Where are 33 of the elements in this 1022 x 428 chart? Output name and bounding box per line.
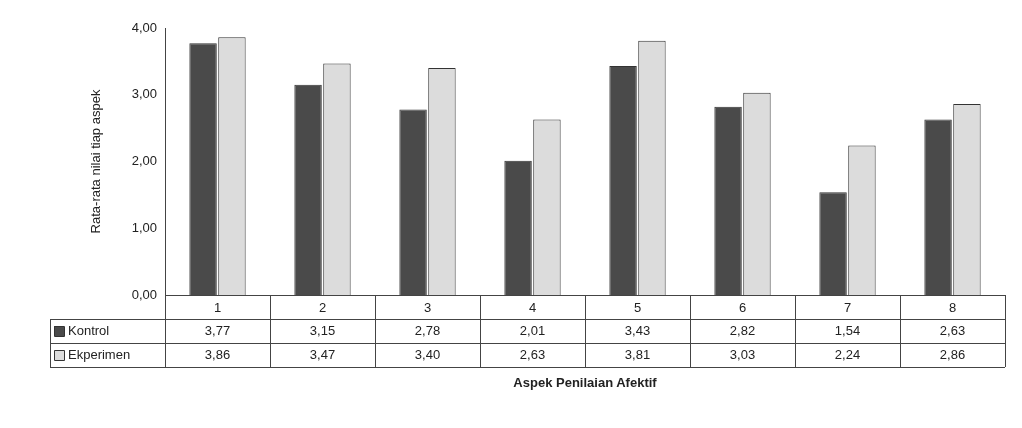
data-label: 3,47 xyxy=(309,346,336,362)
data-label: 2,82 xyxy=(729,322,756,338)
y-tick-label: 0,00 xyxy=(131,286,157,302)
data-label: 2,24 xyxy=(834,346,861,362)
data-label: 3,43 xyxy=(624,322,651,338)
data-label: 3,77 xyxy=(204,322,231,338)
legend-label: Kontrol xyxy=(68,322,110,338)
x-axis-title: Aspek Penilaian Afektif xyxy=(513,374,658,390)
x-tick-label: 8 xyxy=(948,300,957,316)
data-label: 1,54 xyxy=(834,322,861,338)
x-tick-label: 6 xyxy=(738,300,747,316)
data-label: 3,15 xyxy=(309,322,336,338)
y-tick-label: 1,00 xyxy=(131,219,157,235)
y-tick-label: 3,00 xyxy=(131,86,157,102)
x-tick-label: 3 xyxy=(423,300,432,316)
data-label: 3,86 xyxy=(204,346,231,362)
x-tick-label: 5 xyxy=(633,300,642,316)
data-label: 2,63 xyxy=(519,346,546,362)
data-label: 2,86 xyxy=(939,346,966,362)
x-tick-label: 1 xyxy=(213,300,222,316)
x-tick-label: 2 xyxy=(318,300,327,316)
legend-label: Ekperimen xyxy=(68,346,131,362)
y-tick-label: 4,00 xyxy=(131,19,157,35)
y-axis-title: Rata-rata nilai tiap aspek xyxy=(88,89,104,234)
data-label: 2,63 xyxy=(939,322,966,338)
data-label: 2,01 xyxy=(519,322,546,338)
x-tick-label: 7 xyxy=(843,300,852,316)
data-label: 3,03 xyxy=(729,346,756,362)
y-tick-label: 2,00 xyxy=(131,153,157,169)
data-label: 3,81 xyxy=(624,346,651,362)
data-label: 2,78 xyxy=(414,322,441,338)
x-tick-label: 4 xyxy=(528,300,537,316)
data-label: 3,40 xyxy=(414,346,441,362)
